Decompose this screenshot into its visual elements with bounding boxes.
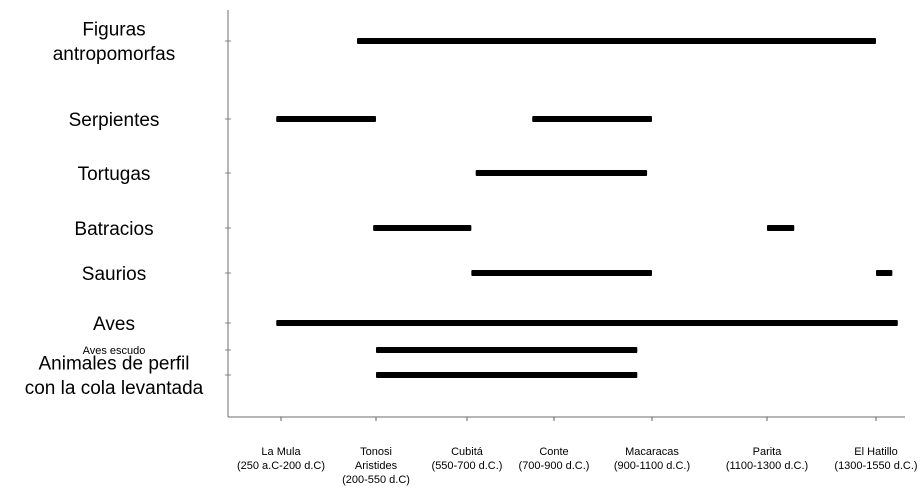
row-label: Animales de perfil con la cola levantada <box>25 353 204 399</box>
row-label: Aves escudo <box>83 345 146 357</box>
timeline-bar <box>357 38 876 44</box>
timeline-bar <box>376 347 638 353</box>
x-tick-label: El Hatillo (1300-1550 d.C.) <box>834 446 917 472</box>
row-label-line: antropomorfas <box>53 44 176 65</box>
row-label-line: Tortugas <box>78 164 151 185</box>
x-tick-label-line: (1100-1300 d.C.) <box>726 460 808 472</box>
timeline-bar <box>276 116 376 122</box>
timeline-bars <box>276 38 898 378</box>
x-axis-tick-labels: La Mula (250 a.C-200 d.C) Tonosi Aristides (… <box>237 446 918 486</box>
x-tick-label: Cubitá (550-700 d.C.) <box>432 446 503 472</box>
timeline-bar <box>471 270 652 276</box>
timeline-bar <box>876 270 893 276</box>
timeline-bar <box>767 225 795 231</box>
row-label: Saurios <box>82 264 146 285</box>
x-tick-label-line: Conte <box>539 446 568 458</box>
row-label-line: Aves <box>93 314 135 335</box>
row-label-line: Animales de perfil <box>38 353 189 374</box>
x-tick-label: Macaracas (900-1100 d.C.) <box>614 446 690 472</box>
row-label-line: Serpientes <box>69 110 160 131</box>
row-label: Serpientes <box>69 110 160 131</box>
x-tick-label: Tonosi Aristides (200-550 d.C) <box>342 446 410 486</box>
x-tick-label: La Mula (250 a.C-200 d.C) <box>237 446 325 472</box>
timeline-bar <box>276 320 898 326</box>
x-tick-label-line: Tonosi <box>360 446 392 458</box>
chart-axes <box>225 10 905 418</box>
x-tick-label-line: (700-900 d.C.) <box>519 460 590 472</box>
row-label-line: Saurios <box>82 264 146 285</box>
timeline-bar <box>532 116 652 122</box>
x-tick-label-line: El Hatillo <box>854 446 897 458</box>
x-tick-label-line: Parita <box>753 446 783 458</box>
row-label: Tortugas <box>78 164 151 185</box>
x-tick-label-line: Aristides <box>355 460 398 472</box>
x-tick-label-line: Macaracas <box>625 446 679 458</box>
timeline-bar <box>373 225 472 231</box>
x-tick-label-line: (250 a.C-200 d.C) <box>237 460 325 472</box>
timeline-bar <box>376 372 638 378</box>
x-tick-label-line: (550-700 d.C.) <box>432 460 503 472</box>
row-label: Aves <box>93 314 135 335</box>
x-axis-ticks <box>280 417 877 421</box>
x-tick-label-line: (1300-1550 d.C.) <box>834 460 917 472</box>
row-label: Figuras antropomorfas <box>53 19 176 65</box>
x-tick-label: Parita (1100-1300 d.C.) <box>726 446 808 472</box>
row-label: Batracios <box>74 219 153 240</box>
row-label-line: Figuras <box>82 19 145 40</box>
x-tick-label: Conte (700-900 d.C.) <box>519 446 590 472</box>
row-label-line: Batracios <box>74 219 153 240</box>
row-label-line: con la cola levantada <box>25 378 204 399</box>
timeline-bar <box>475 170 648 176</box>
x-tick-label-line: Cubitá <box>451 446 484 458</box>
x-tick-label-line: La Mula <box>261 446 301 458</box>
row-label-line: Aves escudo <box>83 345 146 357</box>
x-tick-label-line: (200-550 d.C) <box>342 474 410 486</box>
x-tick-label-line: (900-1100 d.C.) <box>614 460 690 472</box>
row-labels: Figuras antropomorfas Serpientes Tortugas Ba… <box>25 19 204 399</box>
